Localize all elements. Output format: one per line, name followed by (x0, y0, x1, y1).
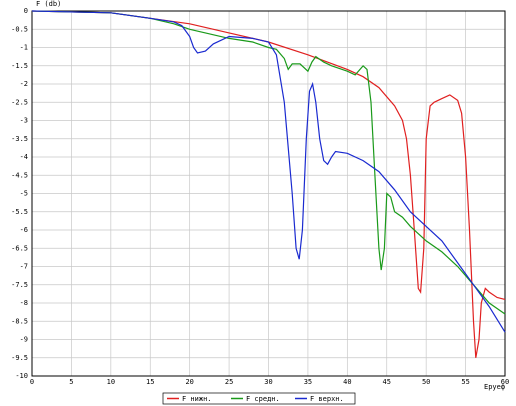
x-axis-label: Eруеф (484, 383, 505, 391)
legend-label: F верхн. (310, 395, 344, 403)
series-line (31, 10, 506, 358)
x-tick-label: 35 (304, 378, 312, 386)
y-tick-label: -3 (20, 117, 28, 125)
series-line (31, 10, 506, 333)
x-tick-label: 60 (501, 378, 509, 386)
y-tick-label: -4 (20, 153, 28, 161)
x-tick-label: 55 (461, 378, 469, 386)
y-tick-label: -5.5 (11, 208, 28, 216)
x-tick-label: 40 (343, 378, 351, 386)
y-tick-label: -7.5 (11, 281, 28, 289)
x-tick-label: 0 (30, 378, 34, 386)
x-tick-label: 15 (146, 378, 154, 386)
y-tick-label: -6 (20, 226, 28, 234)
y-tick-label: -5 (20, 190, 28, 198)
y-tick-label: -1.5 (11, 62, 28, 70)
x-tick-label: 25 (225, 378, 233, 386)
y-tick-label: -6.5 (11, 244, 28, 252)
legend-label: F нижн. (182, 395, 212, 403)
y-tick-label: -0.5 (11, 25, 28, 33)
x-tick-label: 50 (422, 378, 430, 386)
x-tick-label: 10 (107, 378, 115, 386)
y-tick-label: -2.5 (11, 98, 28, 106)
plot-border (31, 10, 506, 377)
y-tick-label: -8.5 (11, 317, 28, 325)
y-axis-label: F (db) (36, 0, 61, 8)
x-tick-label: 30 (264, 378, 272, 386)
y-tick-label: -4.5 (11, 171, 28, 179)
y-tick-label: 0 (24, 7, 28, 15)
y-tick-label: -1 (20, 44, 28, 52)
x-tick-label: 45 (383, 378, 391, 386)
x-tick-label: 20 (185, 378, 193, 386)
y-tick-label: -3.5 (11, 135, 28, 143)
y-tick-label: -7 (20, 263, 28, 271)
y-tick-label: -10 (15, 372, 28, 380)
y-tick-label: -8 (20, 299, 28, 307)
series-line (31, 10, 506, 315)
legend-box (162, 392, 356, 405)
y-tick-label: -2 (20, 80, 28, 88)
y-tick-label: -9.5 (11, 354, 28, 362)
legend-label: F средн. (246, 395, 280, 403)
x-tick-label: 5 (69, 378, 73, 386)
y-tick-label: -9 (20, 336, 28, 344)
